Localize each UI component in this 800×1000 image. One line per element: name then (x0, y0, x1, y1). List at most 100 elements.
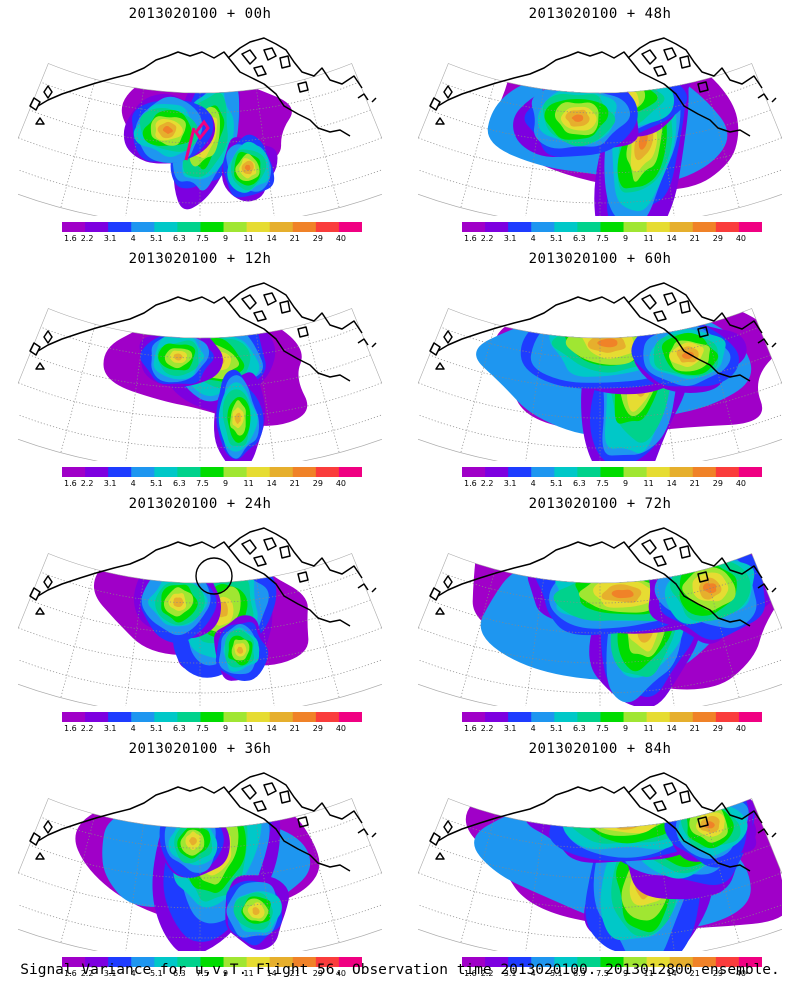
colorbar-label: 21 (290, 969, 300, 977)
colorbar-swatch (715, 467, 740, 477)
colorbar-label: 1.6 (64, 724, 77, 732)
panel-36h: 2013020100 + 36h 1.6 2.2 3.1 4 5.1 6.3 7.5 9 11 1… (0, 735, 400, 980)
variance-field (487, 63, 739, 216)
colorbar-swatch (315, 222, 340, 232)
colorbar-swatch (577, 222, 602, 232)
colorbar-swatch (154, 957, 178, 967)
colorbar-label: 29 (313, 724, 323, 732)
colorbar-swatch (338, 222, 362, 232)
colorbar-swatch (669, 712, 694, 722)
colorbar-swatch (600, 222, 625, 232)
colorbar-label: 5.1 (150, 724, 163, 732)
coastline (429, 772, 777, 872)
colorbar: 1.6 2.2 3.1 4 5.1 6.3 7.5 9 11 14 21 29 40 (462, 957, 762, 977)
colorbar: 1.6 2.2 3.1 4 5.1 6.3 7.5 9 11 14 21 29 40 (62, 467, 362, 487)
colorbar: 1.6 2.2 3.1 4 5.1 6.3 7.5 9 11 14 21 29 40 (62, 222, 362, 242)
variance-field (121, 67, 292, 210)
colorbar-label: 21 (690, 724, 700, 732)
colorbar-swatch (131, 957, 155, 967)
observation-circle (195, 557, 233, 595)
graticule (418, 814, 782, 951)
colorbar-label: 11 (644, 234, 654, 242)
colorbar-swatch (738, 957, 762, 967)
colorbar-label: 5.1 (550, 479, 563, 487)
colorbar-swatch (554, 467, 578, 477)
colorbar-label: 11 (244, 724, 254, 732)
colorbar-swatch (462, 222, 486, 232)
colorbar-label: 7.5 (196, 724, 209, 732)
colorbar-swatch (600, 712, 625, 722)
colorbar-label: 5.1 (150, 234, 163, 242)
colorbar-label: 29 (713, 479, 723, 487)
colorbar-swatch (508, 467, 532, 477)
colorbar-swatch (223, 222, 248, 232)
colorbar-swatch (600, 467, 625, 477)
colorbar-label: 6.3 (173, 479, 186, 487)
colorbar-swatch (85, 712, 109, 722)
colorbar-swatch (462, 957, 486, 967)
colorbar-label: 6.3 (173, 969, 186, 977)
colorbar-swatch (692, 467, 717, 477)
colorbar-label: 9 (223, 234, 228, 242)
colorbar-swatch (462, 467, 486, 477)
map-outline (418, 798, 782, 951)
colorbar-label: 9 (623, 234, 628, 242)
coastline (429, 282, 777, 382)
colorbar-label: 11 (644, 479, 654, 487)
colorbar-swatch (669, 222, 694, 232)
colorbar-label: 2.2 (481, 234, 494, 242)
panel-title: 2013020100 + 84h (528, 741, 672, 757)
colorbar-swatch (154, 467, 178, 477)
colorbar-swatch (715, 957, 740, 967)
colorbar-swatch (315, 712, 340, 722)
contour-fill (599, 809, 659, 834)
panel-72h: 2013020100 + 72h 1.6 2.2 3.1 4 5.1 6.3 7.5 9 11 1… (400, 490, 800, 735)
panel-12h: 2013020100 + 12h 1.6 2.2 3.1 4 5.1 6.3 7.5 9 11 1… (0, 245, 400, 490)
colorbar-label: 14 (667, 479, 677, 487)
colorbar-swatch (531, 467, 555, 477)
contour-fill (189, 837, 197, 846)
panel-title: 2013020100 + 00h (128, 6, 272, 22)
panel-title: 2013020100 + 60h (528, 251, 672, 267)
colorbar-label: 11 (244, 234, 254, 242)
colorbar-swatch (154, 712, 178, 722)
colorbar-swatch (246, 957, 271, 967)
panel-84h: 2013020100 + 84h 1.6 2.2 3.1 4 5.1 6.3 7.5 9 11 1… (400, 735, 800, 980)
colorbar-label: 5.1 (550, 724, 563, 732)
colorbar-swatch (223, 467, 248, 477)
colorbar-label: 21 (290, 479, 300, 487)
map-outline (418, 63, 782, 216)
colorbar-swatch (623, 957, 648, 967)
colorbar-swatch (108, 222, 132, 232)
panel-00h: 2013020100 + 00h 1.6 2.2 3.1 4 5.1 6.3 7.5 9 11 1… (0, 0, 400, 245)
colorbar-label: 14 (267, 234, 277, 242)
map-outline (18, 308, 382, 461)
colorbar-swatch (338, 712, 362, 722)
colorbar: 1.6 2.2 3.1 4 5.1 6.3 7.5 9 11 14 21 29 40 (462, 712, 762, 732)
colorbar-label: 29 (313, 479, 323, 487)
colorbar-label: 5.1 (550, 969, 563, 977)
colorbar-label: 2.2 (81, 479, 94, 487)
colorbar-label: 11 (644, 724, 654, 732)
colorbar-label: 7.5 (596, 479, 609, 487)
graticule (418, 324, 782, 461)
colorbar-swatch (177, 467, 202, 477)
colorbar-label: 9 (623, 479, 628, 487)
colorbar-label: 21 (290, 724, 300, 732)
map-60h (418, 282, 782, 461)
colorbar-label: 3.1 (504, 969, 517, 977)
colorbar-label: 9 (623, 724, 628, 732)
colorbar-label: 5.1 (150, 479, 163, 487)
colorbar-label: 11 (244, 969, 254, 977)
colorbar-swatch (531, 222, 555, 232)
variance-field (103, 308, 308, 461)
colorbar-swatch (269, 467, 294, 477)
map-outline (18, 798, 382, 951)
colorbar-label: 40 (736, 969, 746, 977)
contour-fill (236, 646, 244, 654)
colorbar-label: 40 (736, 479, 746, 487)
panel-title: 2013020100 + 24h (128, 496, 272, 512)
colorbar-swatch (646, 712, 671, 722)
colorbar-label: 4 (131, 724, 136, 732)
panel-60h: 2013020100 + 60h 1.6 2.2 3.1 4 5.1 6.3 7.5 9 11 1… (400, 245, 800, 490)
